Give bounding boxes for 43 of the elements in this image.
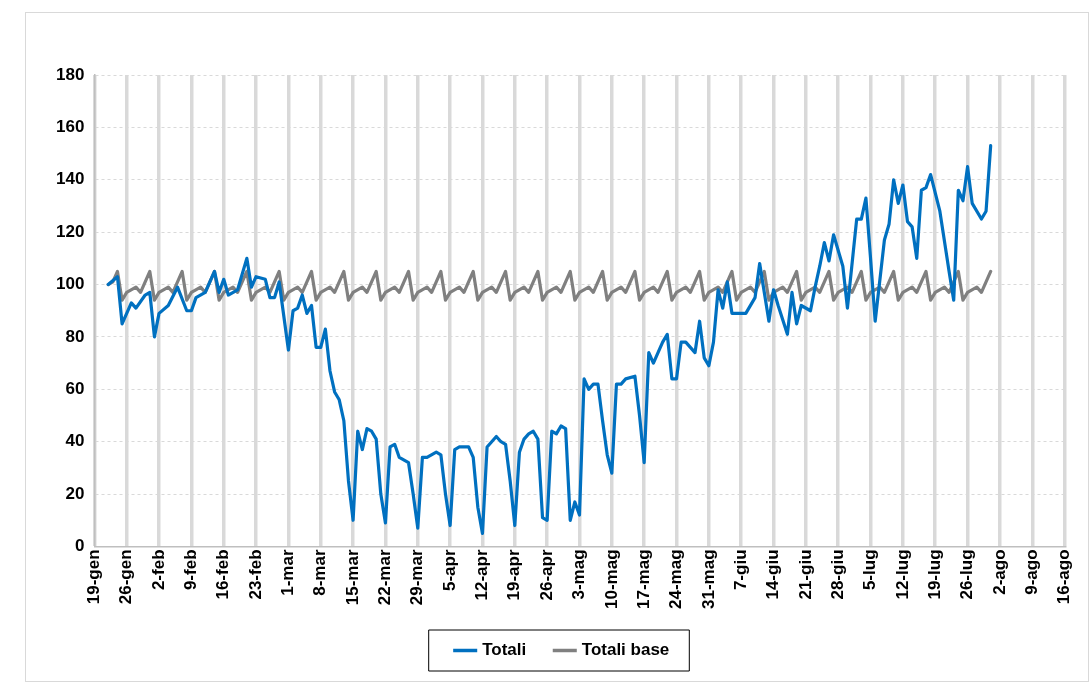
x-tick-label: 26-gen [116, 549, 136, 605]
x-tick-label: 16-ago [1054, 549, 1074, 605]
y-tick-label: 140 [55, 169, 85, 189]
x-tick-label: 26-lug [957, 549, 977, 600]
x-tick-label: 31-mag [698, 549, 718, 610]
x-tick-label: 12-lug [892, 549, 912, 600]
x-tick-label: 5-lug [860, 549, 880, 591]
legend-label: Totali base [581, 640, 670, 660]
x-tick-label: 26-apr [536, 549, 556, 601]
y-tick-label: 100 [55, 274, 85, 294]
x-tick-label: 9-feb [181, 549, 201, 591]
x-tick-label: 2-ago [989, 549, 1009, 595]
x-tick-label: 29-mar [407, 549, 427, 606]
x-tick-label: 15-mar [342, 549, 362, 606]
x-tick-label: 17-mag [633, 549, 653, 610]
x-tick-label: 1-mar [278, 549, 298, 596]
x-tick-label: 2-feb [148, 549, 168, 591]
x-tick-label: 19-apr [504, 549, 524, 601]
x-tick-label: 28-giu [827, 549, 847, 600]
x-tick-label: 12-apr [472, 549, 492, 601]
y-tick-label: 60 [65, 379, 85, 398]
y-tick-label: 120 [55, 221, 85, 241]
y-tick-label: 180 [55, 64, 85, 84]
x-tick-label: 5-apr [439, 549, 459, 592]
y-tick-label: 160 [55, 117, 85, 137]
x-tick-label: 24-mag [666, 549, 686, 610]
x-tick-label: 22-mar [375, 549, 395, 606]
legend-label: Totali [482, 640, 527, 660]
y-tick-label: 80 [65, 326, 85, 346]
x-tick-label: 19-gen [84, 549, 104, 605]
x-tick-label: 23-feb [245, 549, 265, 600]
x-tick-label: 9-ago [1021, 549, 1041, 595]
x-tick-label: 8-mar [310, 549, 330, 596]
y-tick-label: 40 [65, 431, 85, 451]
x-tick-label: 7-giu [730, 549, 750, 591]
x-tick-label: 19-lug [924, 549, 944, 600]
x-tick-label: 21-giu [795, 549, 815, 600]
x-tick-label: 16-feb [213, 549, 233, 600]
y-tick-label: 0 [74, 536, 85, 556]
x-tick-label: 10-mag [601, 549, 621, 610]
y-tick-label: 20 [65, 483, 85, 503]
x-tick-label: 14-giu [763, 549, 783, 600]
x-tick-label: 3-mag [569, 549, 589, 600]
